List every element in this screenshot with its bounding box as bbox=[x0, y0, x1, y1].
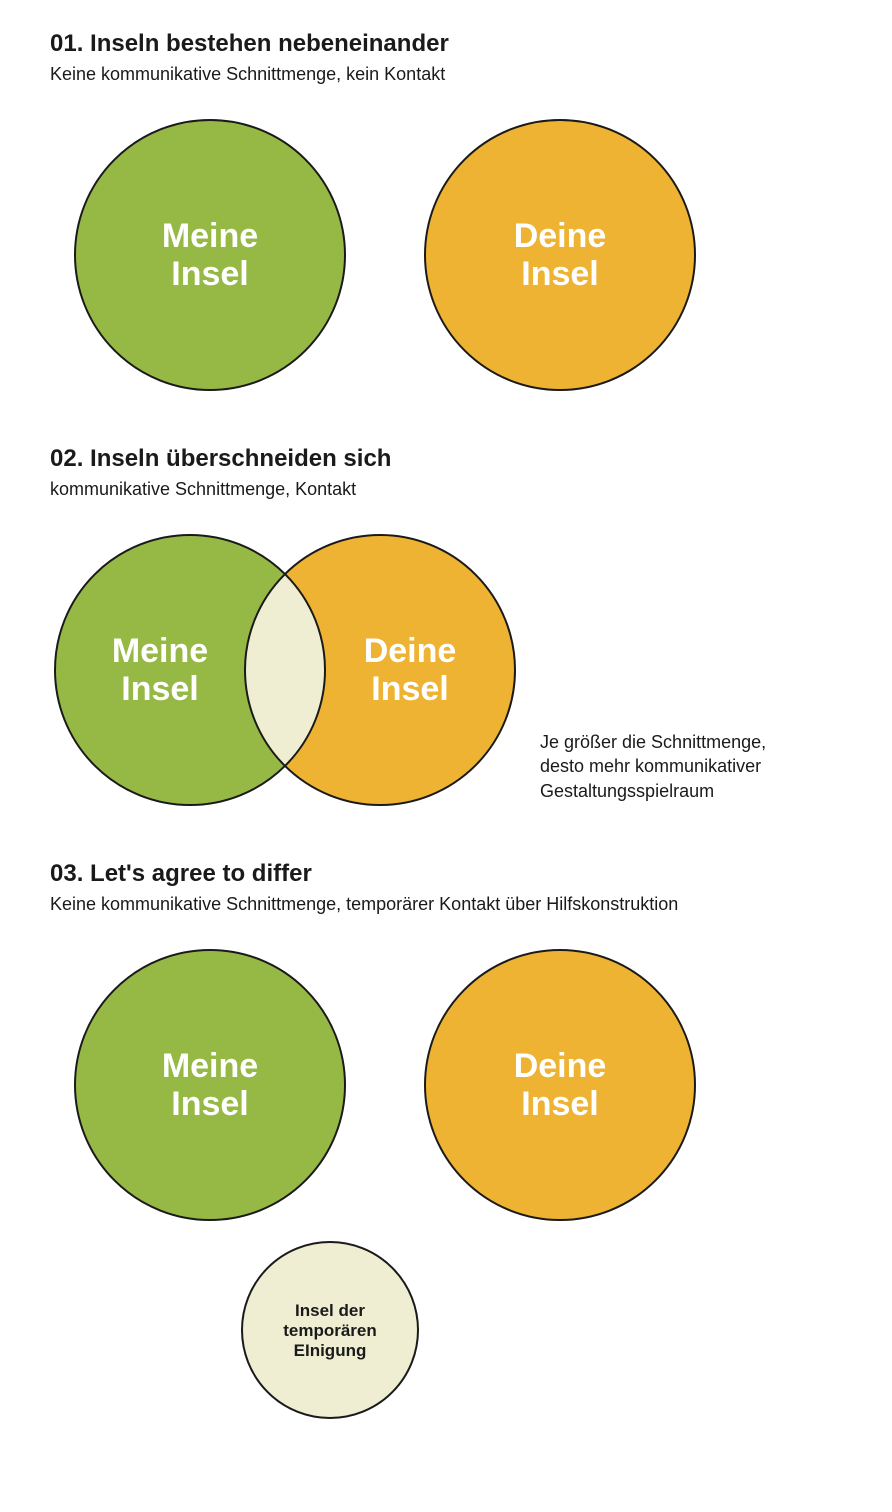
venn-separate-svg: MeineInsel DeineInsel bbox=[50, 105, 842, 405]
section-01-subtitle: Keine kommunikative Schnittmenge, kein K… bbox=[50, 64, 842, 85]
venn-bridge-svg: MeineInsel DeineInsel Insel dertemporärenE… bbox=[50, 935, 842, 1425]
section-03: 03. Let's agree to differ Keine kommunik… bbox=[50, 860, 842, 1425]
section-02-sidenote: Je größer die Schnittmenge, desto mehr k… bbox=[540, 730, 766, 803]
sidenote-line2: desto mehr kommunikativer bbox=[540, 756, 761, 776]
section-01: 01. Inseln bestehen nebeneinander Keine … bbox=[50, 30, 842, 405]
diagram-01: MeineInsel DeineInsel bbox=[50, 105, 842, 405]
section-02-subtitle: kommunikative Schnittmenge, Kontakt bbox=[50, 479, 842, 500]
sidenote-line3: Gestaltungsspielraum bbox=[540, 781, 714, 801]
diagram-03: MeineInsel DeineInsel Insel dertemporärenE… bbox=[50, 935, 842, 1425]
svg-text:MeineInsel: MeineInsel bbox=[162, 1047, 258, 1123]
svg-text:Insel dertemporärenEInigung: Insel dertemporärenEInigung bbox=[283, 1301, 377, 1360]
section-02-title: 02. Inseln überschneiden sich bbox=[50, 445, 842, 473]
section-03-subtitle: Keine kommunikative Schnittmenge, tempor… bbox=[50, 894, 842, 915]
section-03-title: 03. Let's agree to differ bbox=[50, 860, 842, 888]
svg-text:MeineInsel: MeineInsel bbox=[162, 217, 258, 293]
section-01-title: 01. Inseln bestehen nebeneinander bbox=[50, 30, 842, 58]
svg-text:MeineInsel: MeineInsel bbox=[112, 632, 208, 708]
svg-text:DeineInsel: DeineInsel bbox=[364, 632, 457, 708]
svg-text:DeineInsel: DeineInsel bbox=[514, 217, 607, 293]
section-02: 02. Inseln überschneiden sich kommunikat… bbox=[50, 445, 842, 820]
sidenote-line1: Je größer die Schnittmenge, bbox=[540, 732, 766, 752]
svg-text:DeineInsel: DeineInsel bbox=[514, 1047, 607, 1123]
diagram-02: MeineInsel DeineInsel Je größer die Schni… bbox=[50, 520, 842, 820]
